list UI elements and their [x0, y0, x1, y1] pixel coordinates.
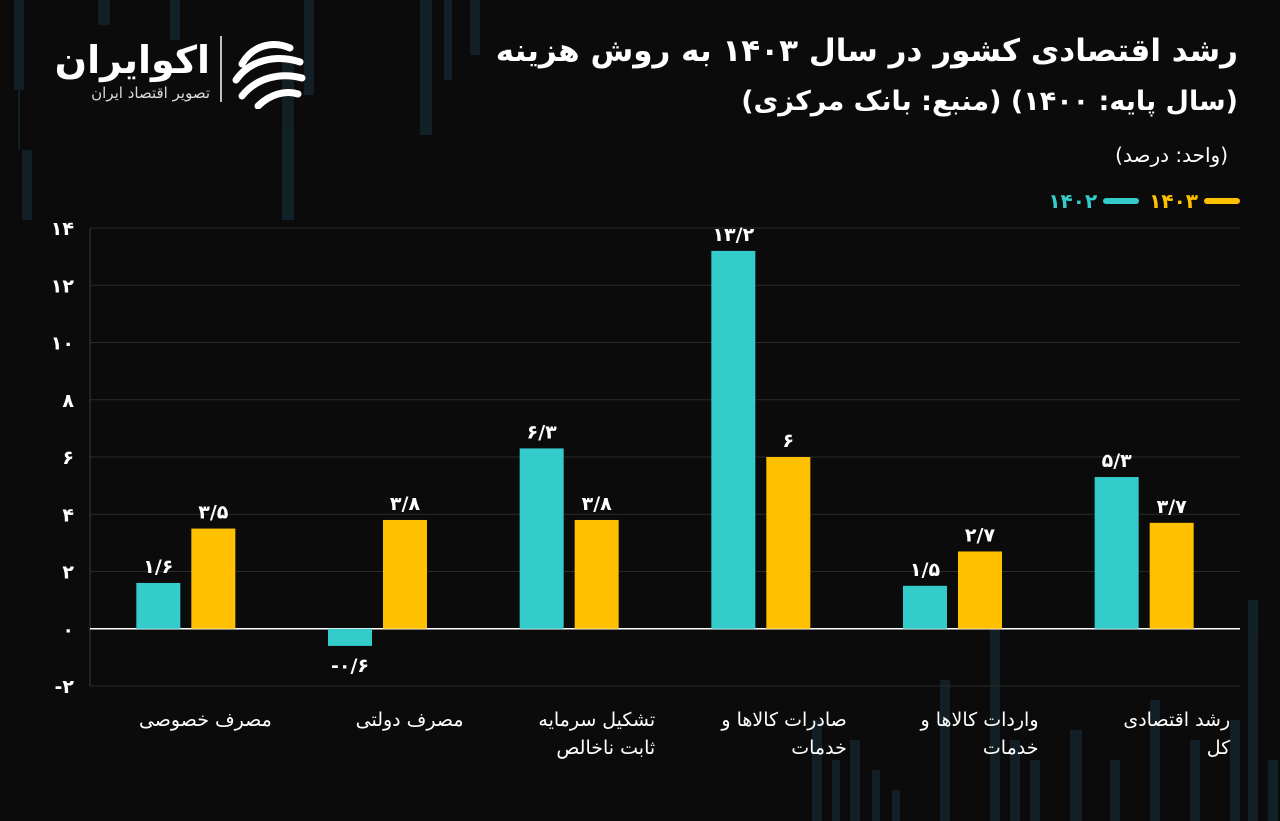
legend-item-1402: ۱۴۰۲ — [1048, 189, 1140, 213]
x-category-label: تشکیل سرمایه — [538, 709, 655, 731]
ecoiran-swoosh-icon — [232, 41, 306, 109]
data-label: ۱۳/۲ — [712, 224, 754, 246]
bar-1403 — [383, 519, 427, 629]
data-label: ۳/۵ — [198, 502, 229, 524]
data-label: ۳/۸ — [582, 493, 613, 515]
logo-divider — [220, 36, 222, 102]
x-category-label: خدمات — [983, 737, 1039, 759]
brand-tagline: تصویر اقتصاد ایران — [91, 84, 210, 102]
y-tick-label: ۰ — [62, 619, 74, 641]
data-label: ۶/۳ — [527, 421, 558, 443]
bar-1403 — [191, 528, 236, 629]
brand-logo: اکوایران تصویر اقتصاد ایران — [50, 34, 320, 109]
x-category-label: ثابت ناخالص — [556, 737, 655, 759]
data-label: ۱/۵ — [910, 559, 941, 581]
unit-label: (واحد: درصد) — [1115, 143, 1228, 167]
x-category-label: رشد اقتصادی — [1123, 709, 1230, 731]
data-label: ۲/۷ — [965, 524, 996, 546]
data-label: ۳/۷ — [1157, 496, 1188, 518]
y-tick-label: ۱۲ — [51, 275, 75, 297]
x-category-label: خدمات — [791, 737, 847, 759]
y-tick-label: ۶ — [62, 447, 74, 469]
legend: ۱۴۰۳ ۱۴۰۲ — [1048, 187, 1240, 215]
bar-1402 — [903, 585, 947, 629]
chart-title: رشد اقتصادی کشور در سال ۱۴۰۳ به روش هزین… — [495, 33, 1238, 69]
brand-name: اکوایران — [54, 38, 210, 82]
x-category-label: کل — [1207, 737, 1231, 759]
x-category-label: مصرف خصوصی — [139, 709, 272, 731]
bar-1402 — [711, 250, 756, 629]
legend-label-1403: ۱۴۰۳ — [1149, 189, 1198, 213]
legend-swatch-1402 — [1103, 198, 1140, 204]
y-tick-label: ۸ — [62, 390, 74, 412]
bar-1402 — [136, 582, 181, 629]
legend-item-1403: ۱۴۰۳ — [1149, 189, 1240, 213]
bar-1403 — [574, 519, 619, 629]
data-label: -۰/۶ — [331, 655, 369, 677]
chart-subtitle: (سال پایه: ۱۴۰۰) (منبع: بانک مرکزی) — [741, 86, 1238, 117]
x-category-label: مصرف دولتی — [356, 709, 464, 731]
x-category-label: واردات کالاها و — [920, 709, 1039, 731]
data-label: ۵/۳ — [1102, 450, 1133, 472]
bar-1403 — [766, 457, 811, 629]
legend-swatch-1403 — [1204, 198, 1240, 204]
y-tick-label: ۲ — [62, 562, 74, 584]
y-tick-label: ۱۰ — [51, 333, 74, 355]
y-tick-label: ۱۴ — [51, 218, 74, 240]
x-category-label: صادرات کالاها و — [720, 709, 846, 731]
y-tick-label: ۴ — [62, 504, 74, 526]
bar-1403 — [1149, 522, 1194, 629]
y-tick-label: -۲ — [55, 676, 75, 698]
bar-1402 — [519, 448, 564, 629]
data-label: ۳/۸ — [390, 493, 421, 515]
bar-1402 — [328, 628, 372, 646]
legend-label-1402: ۱۴۰۲ — [1048, 189, 1098, 213]
bar-1403 — [958, 551, 1002, 629]
data-label: ۶ — [783, 430, 795, 452]
bar-1402 — [1094, 477, 1139, 629]
data-label: ۱/۶ — [143, 556, 173, 578]
